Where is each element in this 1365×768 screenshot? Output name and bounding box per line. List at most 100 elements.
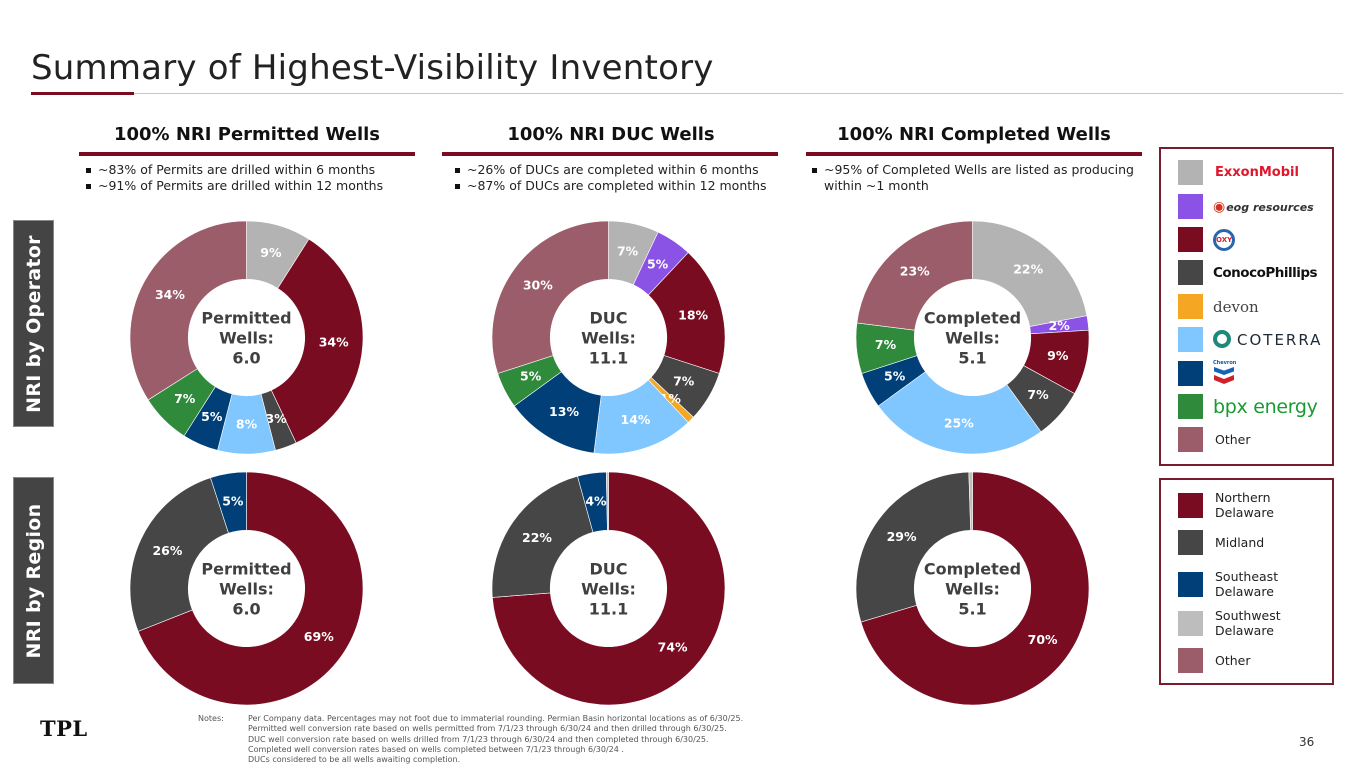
legend-label: Northern Delaware xyxy=(1215,490,1274,520)
side-label-region-text: NRI by Region xyxy=(22,503,45,658)
legend-item-bpx: bpx energy xyxy=(1178,394,1318,419)
legend-item-eog: ◉eog resources xyxy=(1178,194,1314,219)
donut-center-label: 11.1 xyxy=(589,600,628,619)
slice-label-midland: 26% xyxy=(152,543,182,558)
legend-swatch xyxy=(1178,571,1203,597)
donut-slice-exxonmobil xyxy=(972,220,1088,327)
legend-swatch xyxy=(1178,360,1203,386)
legend-swatch xyxy=(1178,427,1203,452)
slice-label-conocophillips: 3% xyxy=(265,411,287,426)
slice-label-oxy: 9% xyxy=(1047,348,1069,363)
note-line: DUC well conversion rate based on wells … xyxy=(248,734,709,744)
donut-center-label: Wells: xyxy=(581,329,636,348)
operator-legend: ExxonMobil ◉eog resources OXY ConocoPhil… xyxy=(1159,147,1334,466)
legend-item-coterra: COTERRA xyxy=(1178,327,1322,352)
legend-label: Southwest Delaware xyxy=(1215,608,1281,638)
slice-label-midland: 29% xyxy=(887,529,917,544)
donut-center-label: Completed xyxy=(924,560,1021,579)
eog-logo: ◉eog resources xyxy=(1213,199,1314,215)
devon-logo: devon xyxy=(1213,297,1259,316)
coterra-logo-text: COTERRA xyxy=(1237,331,1323,349)
column-header-permitted: 100% NRI Permitted Wells xyxy=(113,124,380,145)
legend-item-conocophillips: ConocoPhillips xyxy=(1178,260,1318,285)
slice-label-exxonmobil: 7% xyxy=(617,244,639,259)
legend-label: Other xyxy=(1215,432,1251,447)
slice-label-conocophillips: 7% xyxy=(1027,387,1049,402)
legend-swatch xyxy=(1178,194,1203,219)
bullet-item: ~83% of Permits are drilled within 6 mon… xyxy=(86,162,416,178)
donut-center-label: Wells: xyxy=(219,329,274,348)
slice-label-oxy: 34% xyxy=(319,334,349,349)
title-divider xyxy=(31,93,1343,94)
conocophillips-logo: ConocoPhillips xyxy=(1213,264,1318,281)
donut-center-label: 5.1 xyxy=(958,349,986,368)
slice-label-coterra: 8% xyxy=(236,416,258,431)
legend-swatch xyxy=(1178,648,1203,673)
region-legend: Northern Delaware Midland Southeast Dela… xyxy=(1159,478,1334,685)
page-number: 36 xyxy=(1299,735,1315,749)
donut-slice-oxy xyxy=(270,238,364,444)
bullets-permitted: ~83% of Permits are drilled within 6 mon… xyxy=(86,162,416,194)
legend-swatch xyxy=(1178,394,1203,419)
donut-slice-midland xyxy=(129,477,229,632)
chevron-logo-icon: Chevron xyxy=(1213,360,1237,386)
donut-slice-northern_delaware xyxy=(860,471,1090,706)
bullet-item: ~91% of Permits are drilled within 12 mo… xyxy=(86,178,416,194)
legend-item-midland: Midland xyxy=(1178,530,1264,555)
legend-swatch xyxy=(1178,530,1203,555)
oxy-logo: OXY xyxy=(1213,228,1235,251)
legend-item-devon: devon xyxy=(1178,294,1259,319)
exxonmobil-logo: ExxonMobil xyxy=(1215,165,1299,180)
legend-swatch xyxy=(1178,327,1203,352)
column-rule-completed xyxy=(806,152,1142,156)
legend-item-southwest-delaware: Southwest Delaware xyxy=(1178,608,1295,638)
slice-label-coterra: 14% xyxy=(621,412,651,427)
donut-center-label: Wells: xyxy=(219,580,274,599)
donut-center-label: 6.0 xyxy=(232,349,260,368)
legend-swatch xyxy=(1178,294,1203,319)
donut-slice-southeast_delaware xyxy=(210,471,247,534)
slice-label-northern_delaware: 70% xyxy=(1028,632,1058,647)
legend-item-northern-delaware: Northern Delaware xyxy=(1178,490,1295,520)
donut-center-label: 11.1 xyxy=(589,349,628,368)
legend-swatch xyxy=(1178,492,1203,518)
slice-label-midland: 22% xyxy=(522,530,552,545)
slice-label-coterra: 25% xyxy=(944,415,974,430)
legend-item-other: Other xyxy=(1178,427,1251,452)
slice-label-bpx: 7% xyxy=(875,337,897,352)
donut-slice-other xyxy=(856,220,973,331)
bullets-duc: ~26% of DUCs are completed within 6 mont… xyxy=(455,162,785,194)
bpx-energy-logo: bpx energy xyxy=(1213,395,1318,418)
legend-label: Other xyxy=(1215,653,1251,668)
donut-slice-southwest_delaware xyxy=(606,471,609,531)
coterra-logo: COTERRA xyxy=(1213,330,1322,349)
slice-label-bpx: 5% xyxy=(520,369,542,384)
notes-label: Notes: xyxy=(198,714,224,723)
bullet-item: ~95% of Completed Wells are listed as pr… xyxy=(812,162,1142,194)
slice-label-chevron: 13% xyxy=(549,404,579,419)
page-title: Summary of Highest-Visibility Inventory xyxy=(31,48,714,88)
donut-slice-northern_delaware xyxy=(492,471,726,706)
legend-item-exxonmobil: ExxonMobil xyxy=(1178,160,1299,185)
column-header-completed: 100% NRI Completed Wells xyxy=(837,124,1111,145)
side-label-operator-text: NRI by Operator xyxy=(22,234,45,413)
chevron-logo-text: Chevron xyxy=(1213,360,1237,366)
donut-center-label: 5.1 xyxy=(958,600,986,619)
slice-label-eog: 2% xyxy=(1049,318,1071,333)
legend-swatch xyxy=(1178,160,1203,185)
slice-label-bpx: 7% xyxy=(174,391,196,406)
donut-slice-southwest_delaware xyxy=(968,471,973,531)
column-header-duc: 100% NRI DUC Wells xyxy=(507,124,715,145)
eog-logo-text: eog resources xyxy=(1226,200,1314,214)
legend-item-region-other: Other xyxy=(1178,648,1251,673)
slice-label-northern_delaware: 74% xyxy=(658,639,688,654)
slice-label-conocophillips: 7% xyxy=(673,373,695,388)
slice-label-exxonmobil: 22% xyxy=(1013,262,1043,277)
column-rule-duc xyxy=(442,152,778,156)
legend-label: Midland xyxy=(1215,535,1265,550)
slice-label-chevron: 5% xyxy=(201,409,223,424)
